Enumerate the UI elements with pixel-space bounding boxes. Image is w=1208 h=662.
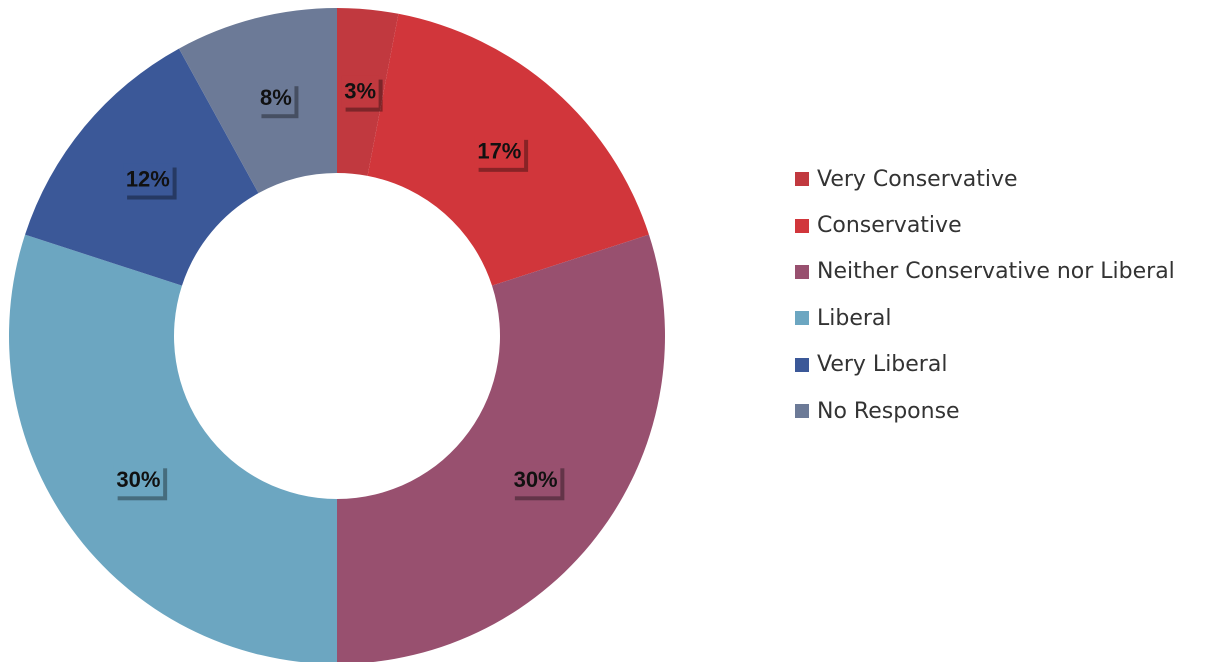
data-label-box <box>257 82 295 115</box>
slice-liberal <box>9 234 337 662</box>
data-label-text: 17% <box>477 139 521 164</box>
data-label-no-response: 8% <box>257 82 299 119</box>
data-label-text: 3% <box>344 78 376 103</box>
legend-label: Liberal <box>817 305 892 331</box>
data-label-conservative: 17% <box>474 135 529 172</box>
legend-label: Neither Conservative nor Liberal <box>817 259 1175 285</box>
data-label-box <box>113 464 164 497</box>
legend-label: Conservative <box>817 213 962 239</box>
legend-label: No Response <box>817 398 960 424</box>
legend-swatch <box>795 264 809 279</box>
data-label-text: 12% <box>126 166 170 191</box>
data-label-text: 8% <box>260 85 292 110</box>
legend-item-very-liberal: Very Liberal <box>795 342 1175 388</box>
legend-item-very-conservative: Very Conservative <box>795 156 1175 202</box>
legend-swatch <box>795 218 809 233</box>
slices-layer <box>9 7 665 662</box>
legend-swatch <box>795 404 809 419</box>
legend-item-liberal: Liberal <box>795 295 1175 341</box>
legend-item-neither: Neither Conservative nor Liberal <box>795 249 1175 295</box>
legend-item-conservative: Conservative <box>795 202 1175 248</box>
data-label-liberal: 30% <box>113 464 168 501</box>
data-labels-layer: 3% 17% 30% 30% 12% 8% <box>113 75 565 501</box>
donut-chart: 3% 17% 30% 30% 12% 8% <box>9 7 665 662</box>
legend-swatch <box>795 311 809 326</box>
data-label-neither-conservative-nor-liberal: 30% <box>510 464 565 501</box>
legend-label: Very Conservative <box>817 166 1018 192</box>
data-label-very-liberal: 12% <box>123 163 177 200</box>
legend-swatch <box>795 172 809 187</box>
data-label-box <box>123 163 173 196</box>
data-label-box <box>474 135 525 168</box>
data-label-text: 30% <box>514 467 558 492</box>
data-label-box <box>510 464 561 497</box>
legend: Very Conservative Conservative Neither C… <box>795 156 1175 434</box>
slice-neither-conservative-nor-liberal <box>337 234 665 662</box>
data-label-very-conservative: 3% <box>341 75 383 112</box>
data-label-box <box>341 75 379 108</box>
legend-item-no-response: No Response <box>795 388 1175 434</box>
data-label-text: 30% <box>116 467 160 492</box>
legend-swatch <box>795 357 809 372</box>
legend-label: Very Liberal <box>817 352 948 378</box>
